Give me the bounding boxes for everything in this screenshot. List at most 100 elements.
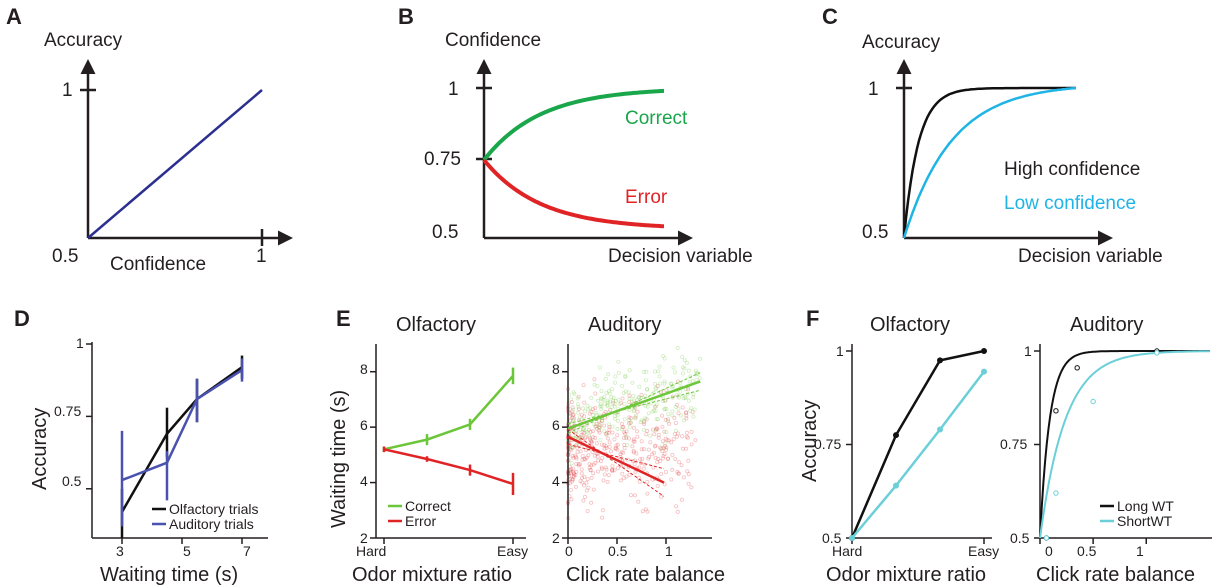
panel-e-aud-point-err bbox=[591, 429, 596, 434]
panel-e-aud-point-cor bbox=[583, 409, 588, 414]
panel-e-aud-point-cor bbox=[612, 402, 617, 407]
panel-e-aud-point-err bbox=[650, 452, 655, 457]
panel-e-aud-point-err bbox=[582, 474, 587, 479]
panel-e-aud-point-err bbox=[597, 423, 602, 428]
panel-e-aud-point-err bbox=[604, 431, 609, 436]
panel-f-aud-curve-1 bbox=[1039, 350, 1210, 539]
panel-e-aud-point-cor bbox=[594, 410, 599, 415]
panel-e-aud-point-err bbox=[600, 419, 605, 424]
panel-e-aud-point-err bbox=[579, 412, 584, 417]
panel-e-aud-point-cor bbox=[678, 389, 683, 394]
panel-e-aud-point-cor bbox=[602, 401, 607, 406]
panel-e-aud-point-cor bbox=[657, 364, 662, 369]
panel-e-aud-point-err bbox=[670, 452, 675, 457]
panel-e-aud-point-cor bbox=[572, 391, 577, 396]
panel-e-aud-point-err bbox=[643, 507, 648, 512]
panel-e-aud-point-err bbox=[654, 426, 659, 431]
panel-e-aud-point-err bbox=[656, 432, 661, 437]
panel-e-aud-point-err bbox=[631, 425, 636, 430]
panel-e-aud-point-err bbox=[566, 440, 571, 445]
panel-e-aud-point-err bbox=[569, 447, 574, 452]
panel-e-aud-point-err bbox=[602, 443, 607, 448]
panel-f-olf-ytick-1: 1 bbox=[836, 343, 844, 359]
panel-e-aud-point-err bbox=[569, 467, 574, 472]
panel-e-aud-point-err bbox=[582, 483, 587, 488]
panel-e-aud-xtick-1: 1 bbox=[665, 543, 673, 559]
panel-d: D Accuracy 1 0.75 0.5 3 5 7 Waiting time… bbox=[14, 306, 268, 586]
panel-e-aud-point-err bbox=[674, 504, 679, 509]
panel-f-olf-ticks bbox=[846, 350, 985, 544]
panel-e-aud-point-err bbox=[588, 467, 593, 472]
panel-f: F Accuracy Olfactory 1 0.75 0.5 Hard Eas… bbox=[799, 306, 1212, 586]
panel-e-aud-point-cor bbox=[600, 418, 605, 423]
panel-f-olf-point-1-0 bbox=[849, 535, 855, 541]
panel-e-aud-point-cor bbox=[694, 372, 699, 377]
panel-e-aud-point-err bbox=[593, 460, 598, 465]
panel-e-aud-point-err bbox=[583, 457, 588, 462]
panel-e-aud-point-err bbox=[686, 481, 691, 486]
panel-e-aud-point-err bbox=[591, 462, 596, 467]
panel-e-olf-ytick-6: 6 bbox=[360, 417, 368, 433]
panel-e-aud-point-err bbox=[576, 461, 581, 466]
panel-e-aud-point-err bbox=[571, 471, 576, 476]
panel-e-aud-point-err bbox=[627, 472, 632, 477]
panel-f-olf-point-1-1 bbox=[893, 482, 899, 489]
panel-e: E Waiting time (s) Olfactory 8 6 4 2 Har… bbox=[328, 306, 725, 586]
panel-e-aud-point-err bbox=[596, 428, 601, 433]
panel-e-aud-point-err bbox=[653, 443, 658, 448]
panel-e-aud-point-cor bbox=[568, 445, 573, 450]
panel-e-aud-point-cor bbox=[581, 427, 586, 432]
panel-f-olf-point-0-2 bbox=[937, 357, 943, 364]
panel-e-aud-point-err bbox=[586, 485, 591, 490]
panel-e-aud-point-cor bbox=[606, 372, 611, 377]
panel-a-xtick-label-1: 1 bbox=[256, 246, 267, 267]
panel-e-aud-point-err bbox=[665, 438, 670, 443]
panel-e-aud-point-err bbox=[630, 458, 635, 463]
panel-e-aud-point-err bbox=[627, 421, 632, 426]
panel-e-aud-point-cor bbox=[611, 398, 616, 403]
panel-e-aud-point-err bbox=[597, 419, 602, 424]
panel-e-aud-point-err bbox=[570, 445, 575, 450]
panel-e-aud-point-cor bbox=[568, 412, 573, 417]
panel-e-aud-point-err bbox=[676, 411, 681, 416]
panel-e-aud-point-err bbox=[642, 422, 647, 427]
panel-e-aud-point-err bbox=[690, 410, 695, 415]
panel-e-aud-point-err bbox=[656, 435, 661, 440]
panel-e-aud-point-err bbox=[605, 430, 610, 435]
panel-e-aud-point-cor bbox=[653, 409, 658, 414]
panel-d-ticks bbox=[86, 343, 243, 544]
panel-e-aud-point-err bbox=[585, 477, 590, 482]
panel-e-aud-point-err bbox=[640, 509, 645, 514]
panel-e-aud-point-err bbox=[636, 499, 641, 504]
panel-c-ylabel: Accuracy bbox=[862, 32, 941, 53]
panel-e-aud-point-err bbox=[633, 458, 638, 463]
panel-e-aud-point-err bbox=[686, 472, 691, 477]
panel-e-olf-ytick-2: 2 bbox=[360, 530, 368, 546]
panel-e-aud-point-cor bbox=[663, 441, 668, 446]
panel-e-aud-point-err bbox=[672, 415, 677, 420]
panel-e-aud-point-cor bbox=[571, 390, 576, 395]
panel-e-aud-point-cor bbox=[623, 374, 628, 379]
panel-e-aud-point-err bbox=[578, 479, 583, 484]
panel-e-aud-point-err bbox=[584, 480, 589, 485]
panel-e-aud-ci-upper-0 bbox=[567, 372, 701, 425]
panel-e-aud-point-err bbox=[644, 432, 649, 437]
panel-e-aud-point-err bbox=[607, 427, 612, 432]
panel-e-aud-point-err bbox=[611, 400, 616, 405]
panel-f-aud-ytick-05: 0.5 bbox=[1010, 530, 1030, 546]
panel-e-aud-point-err bbox=[652, 432, 657, 437]
panel-e-aud-point-cor bbox=[596, 398, 601, 403]
panel-e-aud-point-err bbox=[580, 454, 585, 459]
panel-f-olf-xtick-easy: Easy bbox=[968, 543, 999, 559]
panel-e-aud-point-cor bbox=[643, 393, 648, 398]
panel-e-aud-point-cor bbox=[582, 425, 587, 430]
panel-e-aud-point-err bbox=[615, 433, 620, 438]
panel-e-aud-point-err bbox=[652, 450, 657, 455]
panel-e-aud-point-err bbox=[582, 414, 587, 419]
panel-f-aud-ticks bbox=[1034, 350, 1147, 544]
panel-e-aud-point-err bbox=[600, 456, 605, 461]
panel-e-aud-point-cor bbox=[607, 389, 612, 394]
panel-e-aud-point-err bbox=[570, 477, 575, 482]
panel-e-aud-xtick-0: 0 bbox=[565, 543, 573, 559]
panel-e-aud-point-cor bbox=[686, 398, 691, 403]
